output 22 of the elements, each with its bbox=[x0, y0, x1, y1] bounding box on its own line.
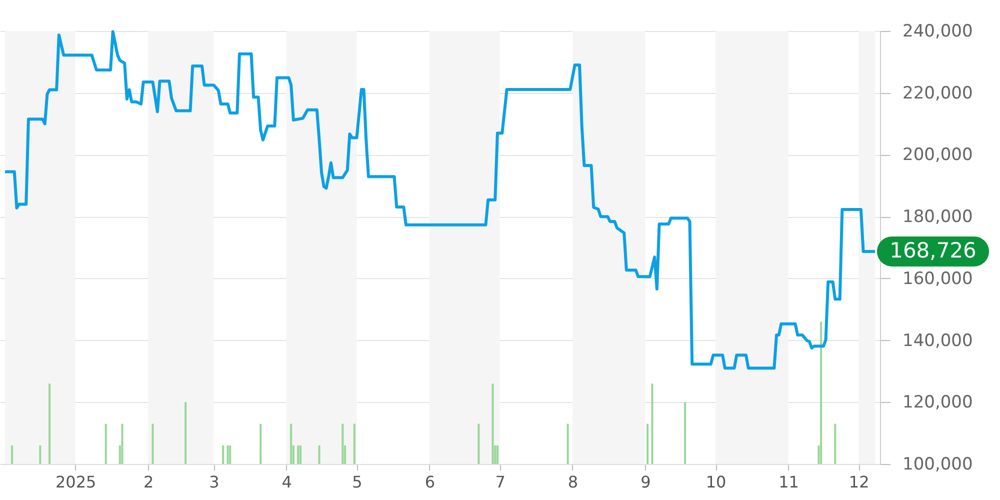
annotation: 168,726 bbox=[890, 238, 976, 262]
line-series bbox=[4, 30, 876, 370]
x-tick-label: 10 bbox=[706, 472, 726, 492]
x-tick-label: 7 bbox=[495, 472, 506, 492]
x-tick-label: 3 bbox=[209, 472, 220, 492]
x-tick-label: 8 bbox=[568, 472, 578, 492]
y-tick-label: 240,000 bbox=[902, 22, 973, 42]
x-tick-label: 6 bbox=[424, 472, 436, 492]
x-tick-label: 12 bbox=[848, 472, 870, 492]
x-tick-label: 2025 bbox=[55, 472, 96, 492]
y-tick-label: 120,000 bbox=[902, 392, 973, 413]
y-tick-label: 180,000 bbox=[902, 207, 973, 228]
y-tick-label: 160,000 bbox=[902, 268, 973, 289]
y-tick-label: 220,000 bbox=[902, 83, 973, 104]
x-tick-label: 9 bbox=[640, 472, 651, 492]
x-tick-label: 5 bbox=[352, 472, 362, 492]
y-tick-label: 140,000 bbox=[902, 330, 973, 351]
x-tick-label: 2 bbox=[143, 472, 154, 492]
x-tick-label: 11 bbox=[778, 472, 799, 492]
y-tick-label: 200,000 bbox=[902, 145, 973, 166]
x-tick-label: 4 bbox=[282, 472, 292, 492]
y-tick-label: 100,000 bbox=[902, 454, 973, 474]
